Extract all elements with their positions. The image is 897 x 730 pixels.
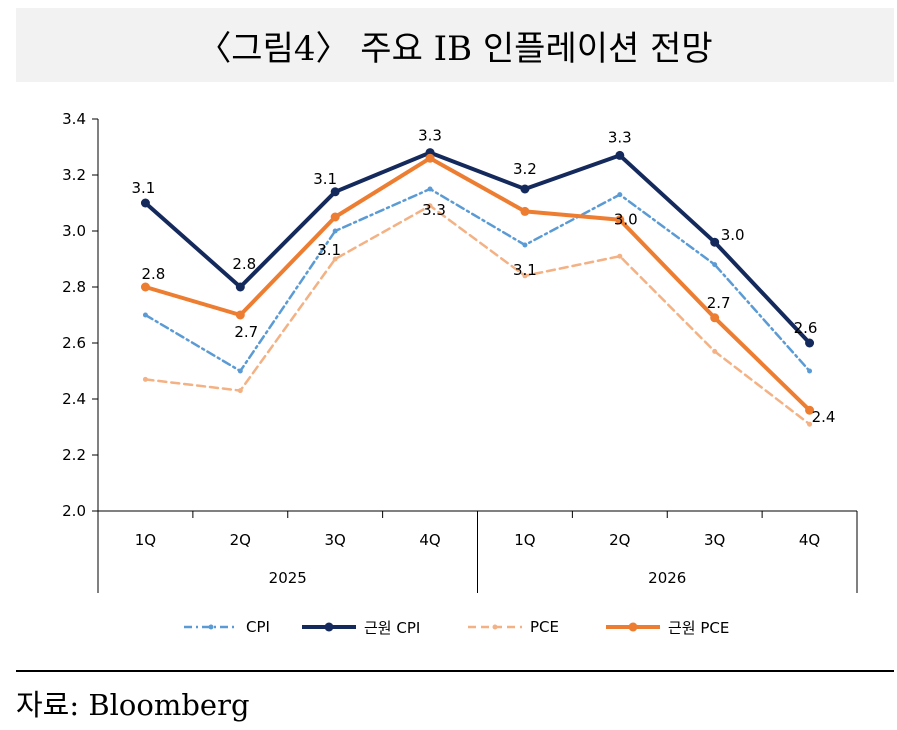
legend-swatch <box>302 622 356 632</box>
series-line <box>144 187 811 373</box>
data-point <box>805 338 815 348</box>
x-tick-label: 2Q <box>230 531 251 549</box>
data-point <box>710 313 720 323</box>
data-point <box>332 228 338 234</box>
x-tick-label: 3Q <box>704 531 725 549</box>
data-point <box>520 184 530 194</box>
data-point <box>710 237 720 247</box>
legend-swatch-marker <box>628 622 638 632</box>
data-point <box>615 150 625 160</box>
data-point <box>427 186 433 192</box>
data-point <box>140 282 150 292</box>
legend-label: 근원 PCE <box>668 618 730 637</box>
data-label: 2.8 <box>232 255 256 273</box>
legend-swatch-marker <box>208 624 214 630</box>
data-point <box>617 253 623 259</box>
data-point <box>237 388 243 394</box>
data-point <box>332 256 338 262</box>
data-label: 3.3 <box>608 128 632 146</box>
data-point <box>140 198 150 208</box>
data-point <box>522 242 528 248</box>
source-note: 자료: Bloomberg <box>16 688 250 722</box>
legend-item: PCE <box>466 612 559 642</box>
data-point <box>427 203 433 209</box>
data-point <box>807 421 813 427</box>
data-point <box>712 262 718 268</box>
legend-item: CPI <box>182 612 270 642</box>
legend-swatch <box>468 624 522 630</box>
data-point <box>330 212 340 222</box>
legend-label: 근원 CPI <box>364 618 421 637</box>
series-line <box>143 156 812 413</box>
y-tick-label: 2.6 <box>62 334 86 352</box>
series-line <box>144 204 811 426</box>
data-label: 2.4 <box>812 408 836 426</box>
data-point <box>142 376 148 382</box>
data-label: 3.0 <box>721 226 745 244</box>
data-label: 3.1 <box>317 241 341 259</box>
data-point <box>142 312 148 318</box>
x-tick-label: 1Q <box>135 531 156 549</box>
data-point <box>520 206 530 216</box>
legend-swatch-marker <box>324 622 334 632</box>
data-label: 3.2 <box>513 160 537 178</box>
y-tick-label: 3.2 <box>62 166 86 184</box>
data-point <box>425 153 435 163</box>
data-label: 3.0 <box>614 211 638 229</box>
data-label: 2.7 <box>707 294 731 312</box>
chart-legend: CPI 근원 CPI PCE 근원 PCE <box>0 612 897 642</box>
data-point <box>615 215 625 225</box>
y-tick-label: 2.0 <box>62 502 86 520</box>
data-label: 2.7 <box>234 323 258 341</box>
legend-label: CPI <box>246 618 270 636</box>
data-point <box>807 368 813 374</box>
y-tick-label: 2.8 <box>62 278 86 296</box>
data-point <box>617 192 623 198</box>
group-label: 2026 <box>648 569 686 587</box>
data-point <box>712 348 718 354</box>
data-point <box>235 282 245 292</box>
source-divider <box>16 670 894 672</box>
data-label: 3.1 <box>313 170 337 188</box>
y-tick-label: 3.4 <box>62 110 86 128</box>
x-tick-label: 3Q <box>325 531 346 549</box>
data-label: 2.6 <box>794 319 818 337</box>
x-tick-label: 1Q <box>514 531 535 549</box>
y-tick-label: 3.0 <box>62 222 86 240</box>
data-label: 3.1 <box>132 179 156 197</box>
data-point <box>330 187 340 197</box>
line-chart: 2.0 2.2 2.4 2.6 2.8 3.0 3.2 3.4 1Q 2Q 3Q 4Q 1Q 2Q 3Q 4Q… <box>62 110 858 593</box>
chart-title: 〈그림4〉 주요 IB 인플레이션 전망 <box>197 28 713 69</box>
legend-swatch <box>184 624 238 630</box>
title-banner: 〈그림4〉 주요 IB 인플레이션 전망 <box>16 8 894 82</box>
y-tick-label: 2.2 <box>62 446 86 464</box>
data-label: 3.3 <box>418 127 442 145</box>
series-line <box>143 150 812 345</box>
legend-label: PCE <box>530 618 559 636</box>
legend-item: 근원 CPI <box>300 612 420 642</box>
y-tick-label: 2.4 <box>62 390 86 408</box>
legend-item: 근원 PCE <box>604 612 729 642</box>
x-tick-label: 2Q <box>609 531 630 549</box>
x-tick-label: 4Q <box>799 531 820 549</box>
group-label: 2025 <box>269 569 307 587</box>
data-label: 3.3 <box>422 201 446 219</box>
data-point <box>237 368 243 374</box>
data-label: 3.1 <box>513 261 537 279</box>
data-point <box>235 310 245 320</box>
legend-swatch <box>606 622 660 632</box>
data-point <box>805 405 815 415</box>
data-label: 2.8 <box>142 265 166 283</box>
x-tick-label: 4Q <box>419 531 440 549</box>
legend-swatch-marker <box>492 624 498 630</box>
data-point <box>522 273 528 279</box>
